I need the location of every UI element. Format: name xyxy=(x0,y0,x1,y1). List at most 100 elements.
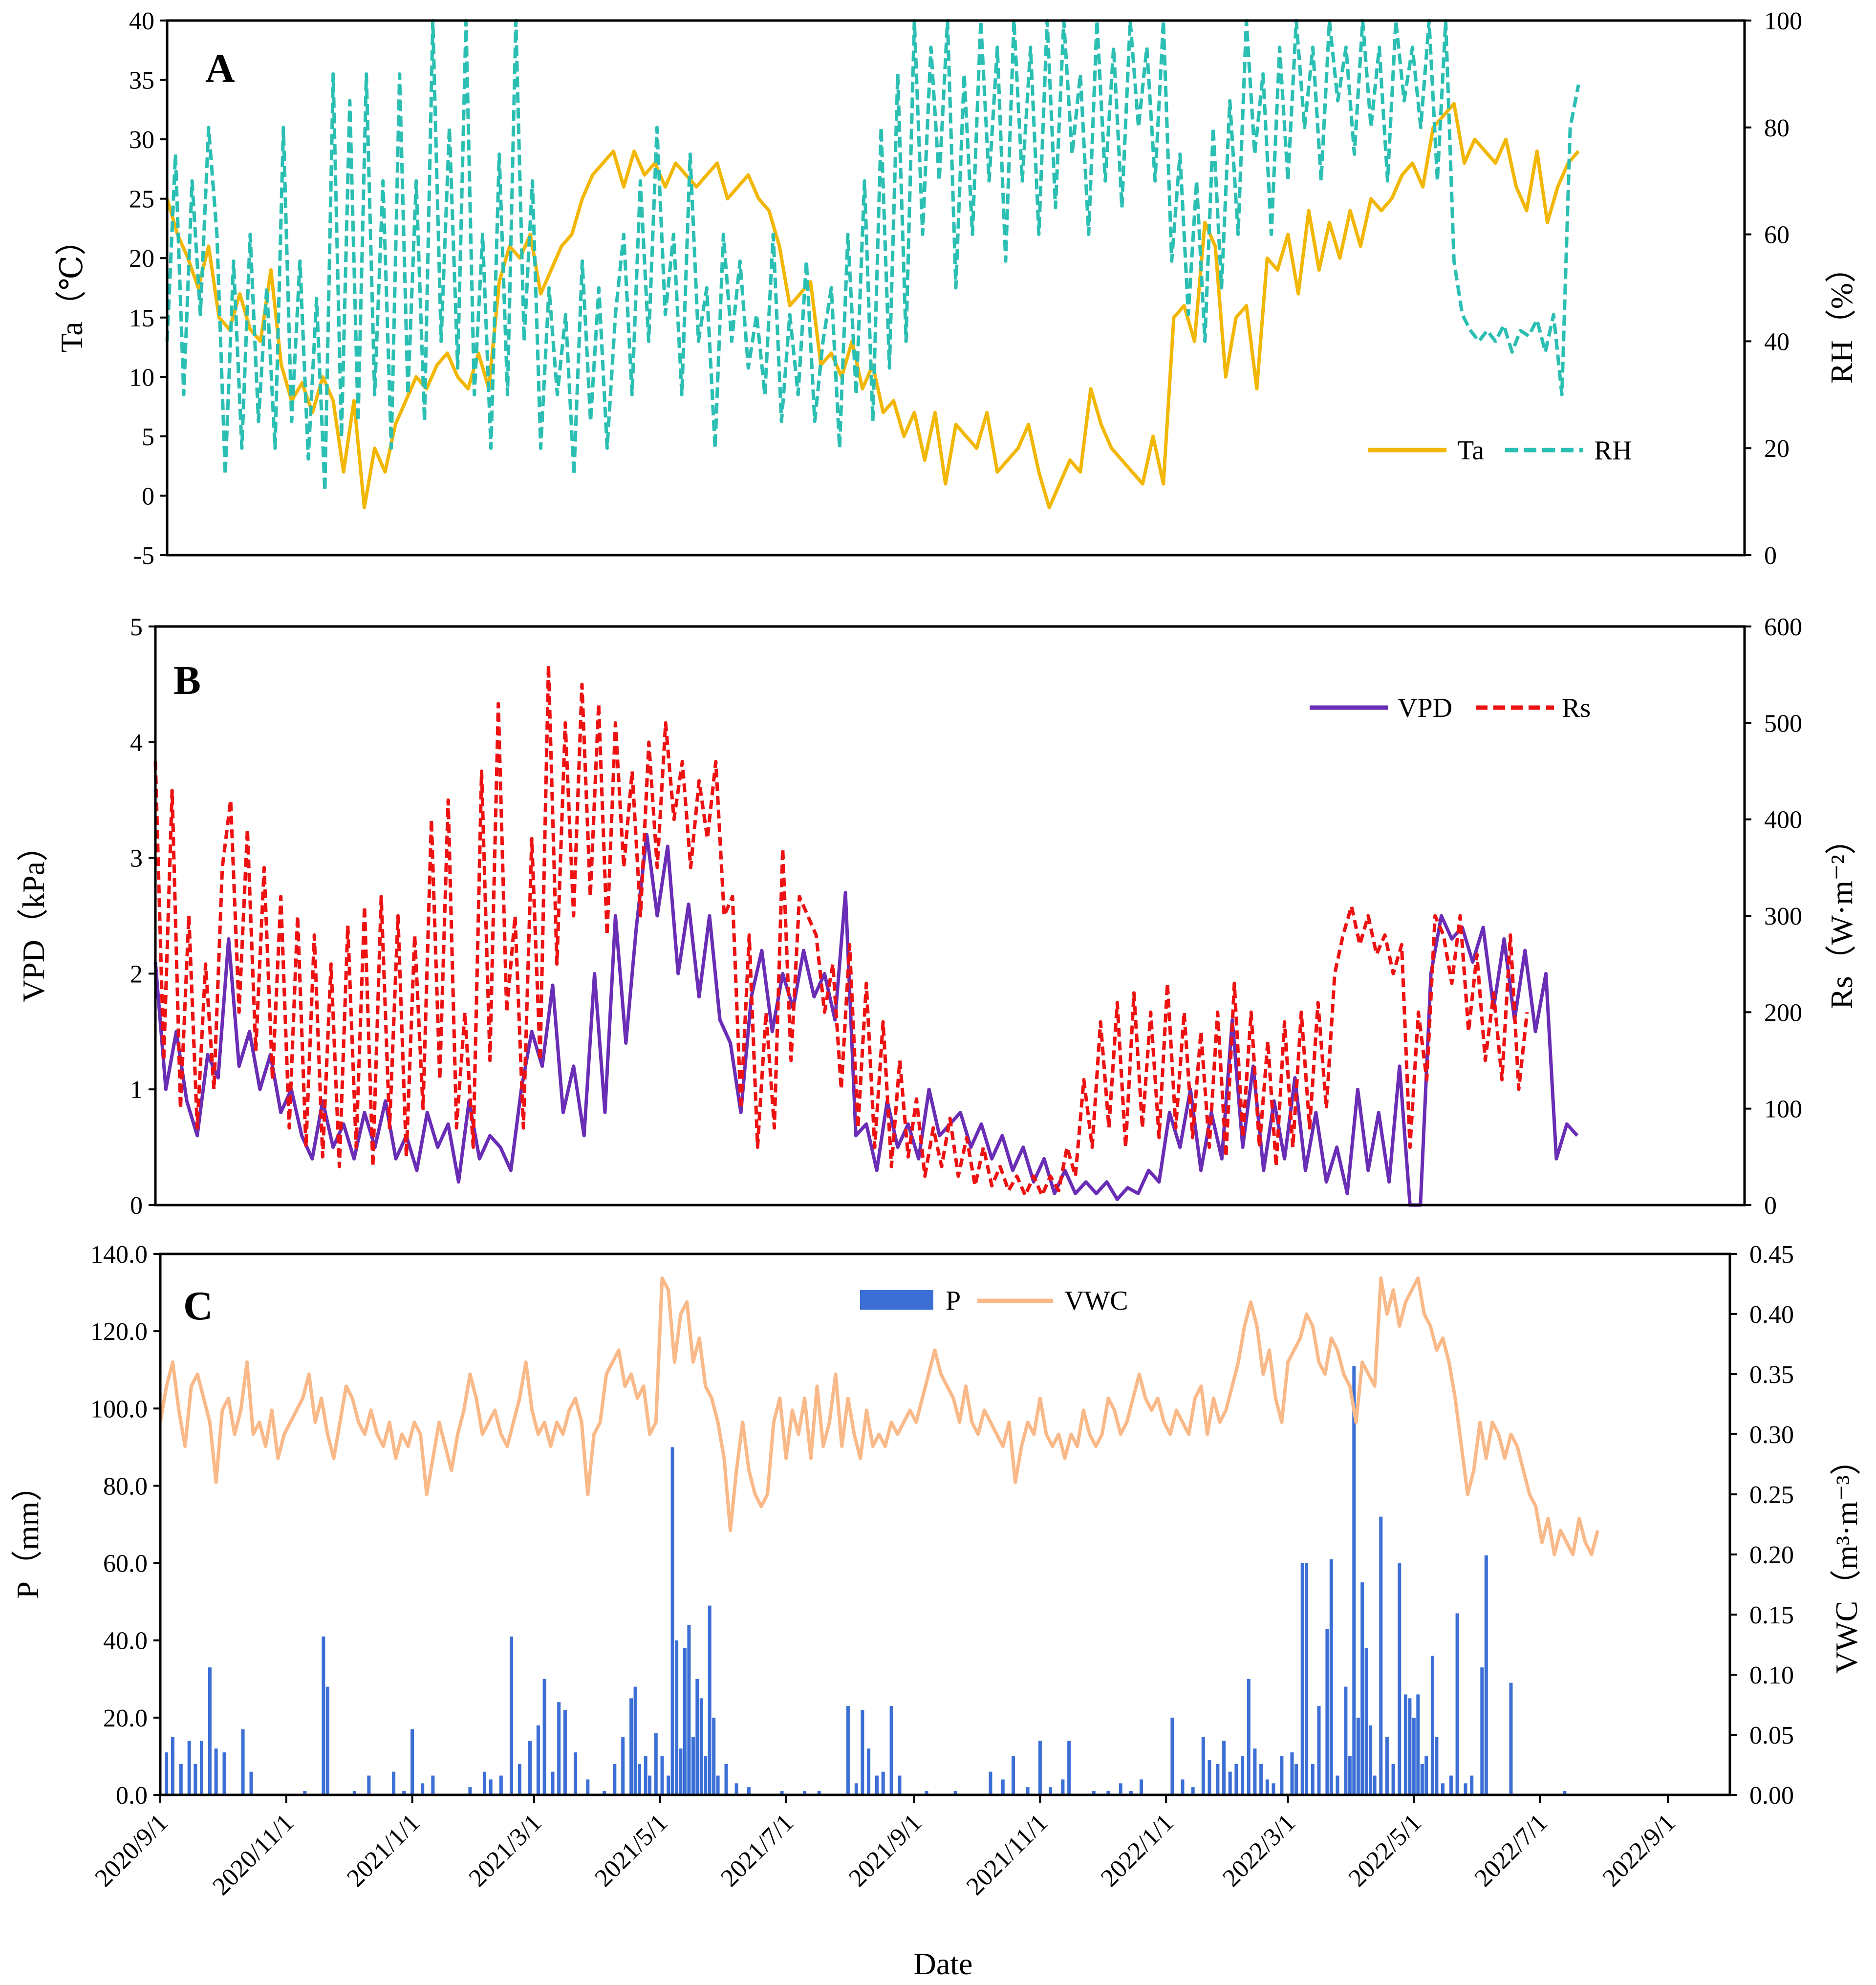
precip-bar xyxy=(638,1764,641,1795)
panel-a-ytick-label: 0 xyxy=(142,482,154,510)
precip-bar xyxy=(1228,1771,1232,1795)
precip-bar xyxy=(1222,1741,1226,1795)
precip-bar xyxy=(1272,1783,1275,1795)
precip-bar xyxy=(1435,1737,1439,1795)
precip-bar xyxy=(1364,1648,1368,1795)
legend-rh-label: RH xyxy=(1594,435,1632,466)
legend-vwc-label: VWC xyxy=(1064,1286,1128,1316)
panel-b-y2tick-label: 300 xyxy=(1764,903,1802,930)
precip-bar xyxy=(1563,1791,1567,1795)
panel-b-ytick-label: 1 xyxy=(130,1076,143,1104)
panel-b-ytick-label: 0 xyxy=(130,1192,143,1220)
precip-bar xyxy=(889,1706,893,1795)
precip-bar xyxy=(551,1771,555,1795)
precip-bar xyxy=(699,1698,703,1795)
panel-c-y2tick-label: 0.45 xyxy=(1749,1241,1794,1269)
panel-b-ytick-label: 2 xyxy=(130,960,143,988)
panel-b-y2tick-label: 100 xyxy=(1764,1096,1802,1123)
panel-c-y2tick-label: 0.10 xyxy=(1749,1661,1794,1689)
panel-c-ytick-label: 100.0 xyxy=(90,1395,148,1423)
panel-c-y2tick-label: 0.35 xyxy=(1749,1361,1794,1389)
panel-c-xtick-label: 2020/11/1 xyxy=(207,1809,299,1900)
precip-bar xyxy=(1484,1555,1488,1795)
precip-bar xyxy=(716,1775,720,1795)
precip-bar xyxy=(1398,1563,1402,1795)
precip-bar xyxy=(179,1764,183,1795)
precip-bar xyxy=(1509,1683,1513,1795)
precip-bar xyxy=(536,1725,540,1795)
precip-bar xyxy=(171,1737,174,1795)
precip-bar xyxy=(708,1605,712,1795)
panel-c-xtick-label: 2022/5/1 xyxy=(1343,1809,1427,1892)
precip-bar xyxy=(875,1775,879,1795)
panel-a-y2tick-label: 0 xyxy=(1764,542,1777,570)
precip-bar xyxy=(644,1756,647,1795)
precip-bar xyxy=(1191,1787,1195,1795)
panel-b-legend: VPD Rs xyxy=(1310,693,1591,723)
precip-bar xyxy=(734,1783,738,1795)
panel-c-xtick-label: 2021/3/1 xyxy=(463,1809,547,1892)
precip-bar xyxy=(367,1775,371,1795)
precip-bar xyxy=(574,1752,577,1795)
panel-a-ytick-label: 30 xyxy=(129,126,154,154)
precip-bar xyxy=(1208,1760,1211,1795)
precip-bar xyxy=(557,1702,561,1795)
precip-bar xyxy=(648,1775,652,1795)
panel-c-ytick-label: 120.0 xyxy=(90,1318,148,1346)
precip-bar xyxy=(392,1771,396,1795)
panel-c-y2tick-label: 0.20 xyxy=(1749,1541,1794,1569)
precip-bar xyxy=(867,1748,871,1795)
panel-a-ytick-label: 5 xyxy=(142,423,154,451)
precip-bar xyxy=(683,1648,687,1795)
precip-bar xyxy=(1170,1717,1174,1795)
precip-bar xyxy=(1201,1737,1205,1795)
legend-p-label: P xyxy=(946,1286,961,1316)
precip-bar xyxy=(1253,1748,1257,1795)
precip-bar xyxy=(953,1791,957,1795)
precip-bar xyxy=(654,1733,658,1795)
precip-bar xyxy=(1344,1686,1348,1795)
panel-a-y2tick-label: 20 xyxy=(1764,435,1790,463)
panel-c-y2tick-label: 0.00 xyxy=(1749,1782,1794,1810)
panel-c-bars xyxy=(165,1366,1567,1795)
panel-c-plot xyxy=(158,1276,1599,1795)
panel-c-y2tick-label: 0.25 xyxy=(1749,1481,1794,1509)
panel-b-y2tick-label: 400 xyxy=(1764,806,1802,834)
panel-c-legend: P VWC xyxy=(860,1286,1128,1316)
precip-bar xyxy=(402,1791,406,1795)
precip-bar xyxy=(679,1748,683,1795)
precip-bar xyxy=(241,1729,245,1795)
precip-bar xyxy=(1119,1783,1122,1795)
precip-bar xyxy=(1424,1756,1428,1795)
precip-bar xyxy=(1026,1787,1030,1795)
panel-c-ytick-label: 40.0 xyxy=(103,1627,148,1655)
panel-b-ytick-label: 3 xyxy=(130,845,143,873)
panel-a-series xyxy=(165,19,1580,510)
legend-vpd-label: VPD xyxy=(1398,693,1452,723)
precip-bar xyxy=(1305,1563,1309,1795)
precip-bar xyxy=(724,1764,728,1795)
precip-bar xyxy=(1247,1679,1251,1795)
precip-bar xyxy=(667,1775,670,1795)
panel-c-xtick-label: 2021/9/1 xyxy=(843,1809,927,1892)
panel-c: 0.0 20.0 40.0 60.0 80.0 100.0 120.0 140.0 0.00 0.… xyxy=(10,1241,1864,1981)
precip-bar xyxy=(670,1447,674,1795)
precip-bar xyxy=(586,1779,590,1795)
precip-bar xyxy=(1001,1779,1005,1795)
precip-bar xyxy=(621,1737,625,1795)
precip-bar xyxy=(1216,1764,1220,1795)
precip-bar xyxy=(421,1783,425,1795)
precip-bar xyxy=(898,1775,902,1795)
panel-b-y2tick-label: 600 xyxy=(1764,613,1802,641)
panel-a-ytick-label: 10 xyxy=(129,364,154,391)
precip-bar xyxy=(499,1775,503,1795)
precip-bar xyxy=(1325,1629,1329,1795)
precip-bar xyxy=(881,1771,885,1795)
precip-bar xyxy=(1317,1706,1321,1795)
panel-c-frame xyxy=(159,1252,1731,1796)
precip-bar xyxy=(322,1636,325,1795)
precip-bar xyxy=(214,1748,218,1795)
series-rs-line xyxy=(153,663,1529,1197)
precip-bar xyxy=(510,1636,513,1795)
